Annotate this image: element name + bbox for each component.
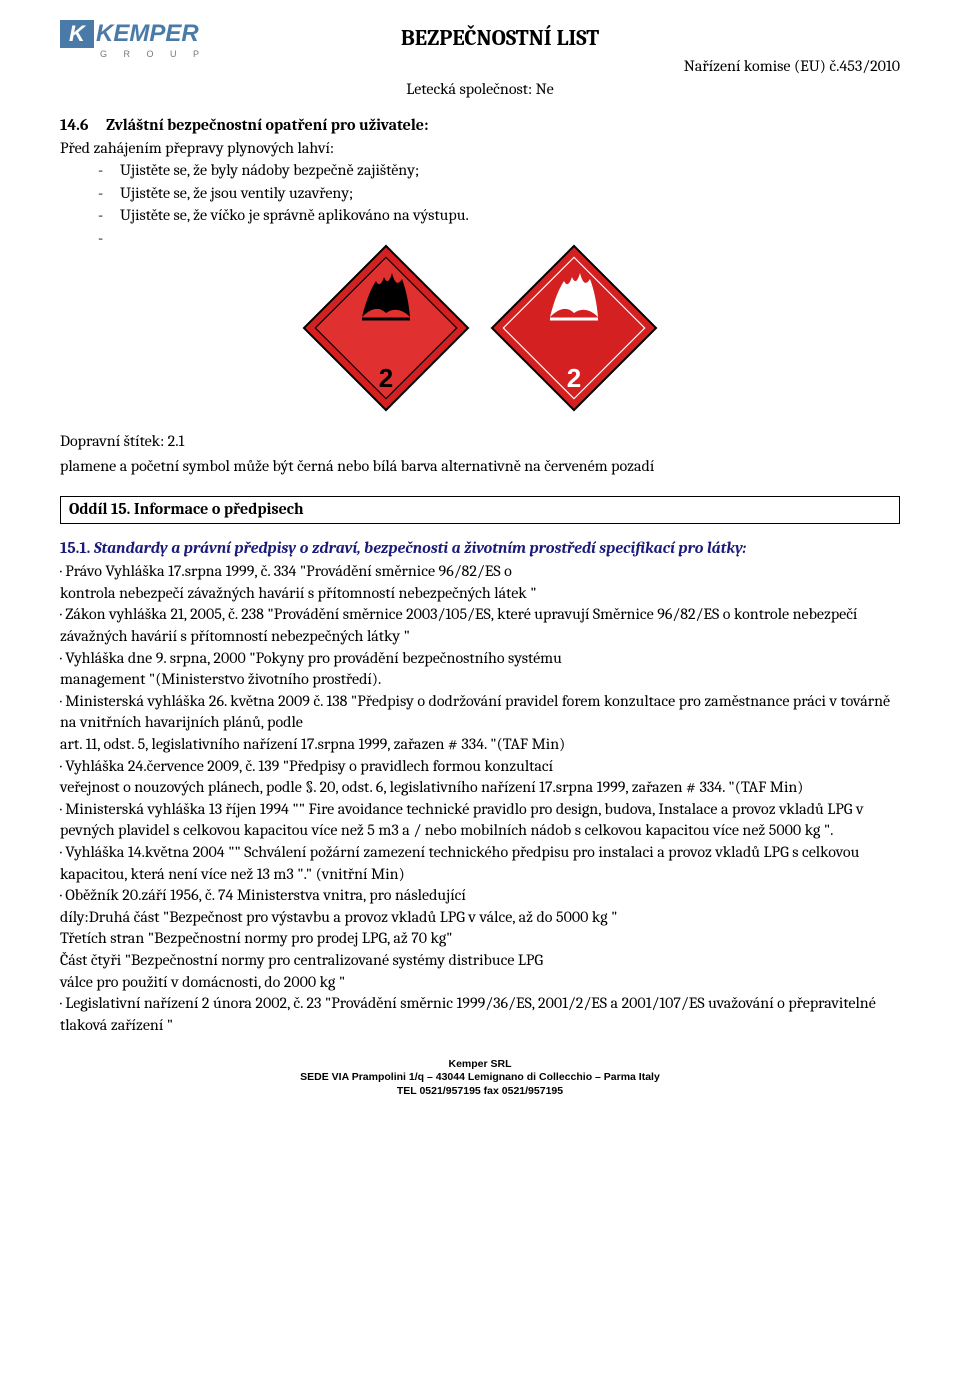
logo-k-icon: K [60,20,94,48]
hazard-diamond-left: 2 [301,243,471,413]
hazard-number: 2 [567,363,581,393]
footer-phone: TEL 0521/957195 fax 0521/957195 [60,1085,900,1098]
hazard-row: 2 2 [60,243,900,413]
logo: K KEMPER G R O U P [60,18,260,61]
hazard-diamond-right: 2 [489,243,659,413]
logo-main: K KEMPER [60,18,260,50]
subsection-number: 15.1. [60,539,90,557]
page-header: K KEMPER G R O U P BEZPEČNOSTNÍ LIST Nař… [60,24,900,101]
section-15-box: Oddíl 15. Informace o předpisech [60,496,900,524]
bullet-item: Ujistěte se, že jsou ventily uzavřeny; [98,183,900,205]
bullet-list: Ujistěte se, že byly nádoby bezpečně zaj… [98,160,900,227]
bullet-item: Ujistěte se, že víčko je správně aplikov… [98,205,900,227]
bullet-item: Ujistěte se, že byly nádoby bezpečně zaj… [98,160,900,182]
section-14-6-heading: 14.6 Zvláštní bezpečnostní opatření pro … [60,115,900,137]
transport-label-line1: Dopravní štítek: 2.1 [60,431,900,453]
page-footer: Kemper SRL SEDE VIA Prampolini 1/q – 430… [60,1058,900,1097]
hazard-number: 2 [379,363,393,393]
section-15-body: · Právo Vyhláška 17.srpna 1999, č. 334 "… [60,561,900,1036]
footer-address: SEDE VIA Prampolini 1/q – 43044 Lemignan… [60,1071,900,1084]
section-14-6-intro: Před zahájením přepravy plynových lahví: [60,138,900,160]
subsection-15-1-heading: 15.1. Standardy a právní předpisy o zdra… [60,538,900,560]
transport-label-line2: plamene a početní symbol může být černá … [60,456,900,478]
subsection-title: Standardy a právní předpisy o zdraví, be… [94,539,746,557]
page: K KEMPER G R O U P BEZPEČNOSTNÍ LIST Nař… [0,0,960,1110]
section-number: 14.6 [60,116,88,134]
logo-brand-text: KEMPER [96,18,199,50]
logo-subtext: G R O U P [100,48,260,60]
section-title: Zvláštní bezpečnostní opatření pro uživa… [106,116,428,134]
footer-company: Kemper SRL [60,1058,900,1071]
airline-line: Letecká společnost: Ne [60,79,900,101]
